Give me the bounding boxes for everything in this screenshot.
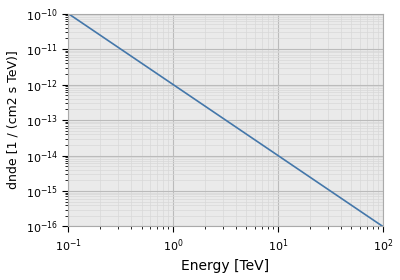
- Y-axis label: dnde [1 / (cm2 s TeV)]: dnde [1 / (cm2 s TeV)]: [7, 51, 20, 189]
- X-axis label: Energy [TeV]: Energy [TeV]: [182, 259, 270, 273]
